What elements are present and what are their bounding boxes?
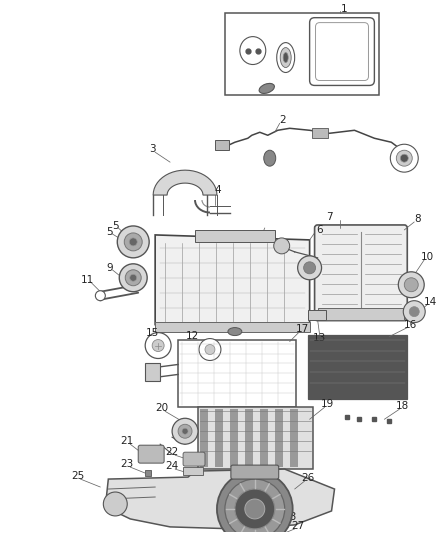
Bar <box>198 407 313 469</box>
Bar <box>311 128 328 138</box>
Text: 14: 14 <box>424 297 437 306</box>
Text: 5: 5 <box>106 227 113 237</box>
Text: 24: 24 <box>166 461 179 471</box>
Ellipse shape <box>277 43 295 72</box>
Circle shape <box>248 496 268 516</box>
Circle shape <box>245 499 265 519</box>
Polygon shape <box>155 235 310 329</box>
Bar <box>183 467 203 475</box>
Circle shape <box>103 492 127 516</box>
Circle shape <box>404 278 418 292</box>
Circle shape <box>199 338 221 360</box>
Polygon shape <box>153 170 217 195</box>
Circle shape <box>130 274 137 281</box>
FancyBboxPatch shape <box>231 465 279 479</box>
Bar <box>307 335 407 399</box>
Text: 7: 7 <box>326 212 333 222</box>
Ellipse shape <box>283 53 288 62</box>
Circle shape <box>225 479 285 533</box>
Circle shape <box>124 233 142 251</box>
Circle shape <box>119 264 147 292</box>
Bar <box>230 409 238 467</box>
Text: 17: 17 <box>296 324 309 334</box>
FancyBboxPatch shape <box>183 452 205 466</box>
Circle shape <box>254 502 262 510</box>
Ellipse shape <box>240 37 266 64</box>
FancyBboxPatch shape <box>316 23 368 80</box>
Ellipse shape <box>228 328 242 336</box>
Text: 19: 19 <box>321 399 334 409</box>
Ellipse shape <box>264 150 276 166</box>
Bar <box>290 409 298 467</box>
Bar <box>275 409 283 467</box>
Circle shape <box>117 226 149 258</box>
Bar <box>318 308 404 320</box>
Bar <box>195 230 275 242</box>
Text: 9: 9 <box>106 263 113 273</box>
FancyBboxPatch shape <box>310 18 374 85</box>
Text: 11: 11 <box>81 275 94 285</box>
Circle shape <box>217 471 293 533</box>
Bar <box>215 409 223 467</box>
Circle shape <box>172 418 198 444</box>
Circle shape <box>129 238 137 246</box>
Circle shape <box>145 333 171 359</box>
Text: 5: 5 <box>112 221 119 231</box>
Circle shape <box>178 424 192 438</box>
Circle shape <box>230 478 286 533</box>
Bar <box>260 409 268 467</box>
Text: 6: 6 <box>316 225 323 235</box>
FancyBboxPatch shape <box>138 445 164 463</box>
Circle shape <box>409 306 419 317</box>
Text: 4: 4 <box>215 185 221 195</box>
Circle shape <box>403 301 425 322</box>
Circle shape <box>125 270 141 286</box>
Bar <box>178 340 296 407</box>
Ellipse shape <box>280 47 291 68</box>
FancyBboxPatch shape <box>314 225 407 321</box>
Bar <box>245 409 253 467</box>
Text: 27: 27 <box>291 521 304 531</box>
Bar <box>200 409 208 467</box>
Ellipse shape <box>259 83 275 93</box>
Text: 25: 25 <box>71 471 84 481</box>
Text: 1: 1 <box>341 4 348 14</box>
Circle shape <box>235 489 275 529</box>
Bar <box>145 364 160 382</box>
Bar <box>155 321 310 332</box>
Circle shape <box>205 344 215 354</box>
Circle shape <box>398 272 424 298</box>
Circle shape <box>400 154 408 162</box>
Circle shape <box>304 262 316 274</box>
Text: 23: 23 <box>120 459 134 469</box>
Text: 18: 18 <box>396 401 409 411</box>
Text: 28: 28 <box>283 512 297 522</box>
Text: 16: 16 <box>404 320 417 329</box>
Circle shape <box>396 150 412 166</box>
Text: 22: 22 <box>166 447 179 457</box>
Circle shape <box>298 256 321 280</box>
Text: 15: 15 <box>145 328 159 337</box>
Text: 20: 20 <box>155 403 169 413</box>
Circle shape <box>261 527 279 533</box>
Circle shape <box>95 290 105 301</box>
Text: 12: 12 <box>185 330 199 341</box>
Text: 21: 21 <box>120 436 134 446</box>
Circle shape <box>274 238 290 254</box>
Text: 26: 26 <box>301 473 314 483</box>
Circle shape <box>152 340 164 351</box>
Bar <box>225 13 379 95</box>
Text: 8: 8 <box>414 214 420 224</box>
Circle shape <box>266 532 274 533</box>
Bar <box>307 310 325 320</box>
Text: 3: 3 <box>149 144 155 154</box>
Polygon shape <box>105 469 335 529</box>
Circle shape <box>390 144 418 172</box>
Circle shape <box>182 428 188 434</box>
Text: 10: 10 <box>420 252 434 262</box>
Text: 2: 2 <box>279 115 286 125</box>
Bar <box>215 140 229 150</box>
Text: 13: 13 <box>313 333 326 343</box>
